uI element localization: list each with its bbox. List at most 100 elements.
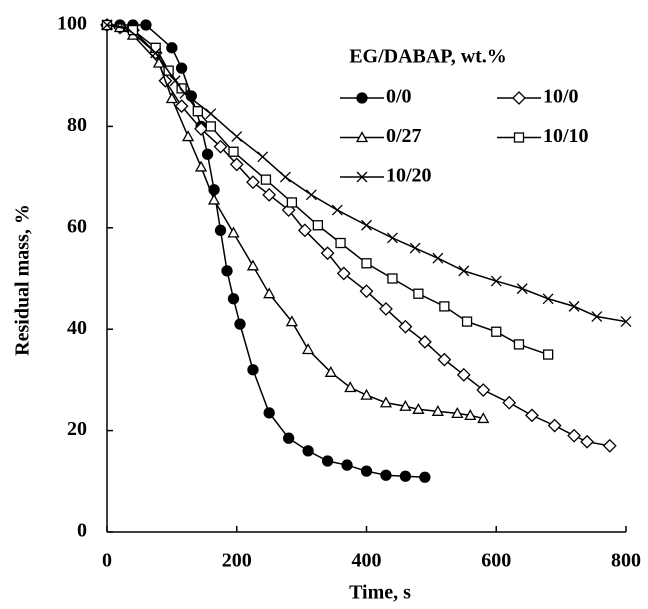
y-tick-label: 100	[57, 13, 87, 35]
x-tick-label: 0	[102, 550, 112, 572]
data-point	[386, 232, 398, 244]
data-point	[246, 259, 260, 271]
legend-marker	[356, 92, 368, 104]
data-point	[542, 293, 554, 305]
data-point	[165, 92, 178, 104]
data-point	[461, 316, 473, 327]
data-point	[341, 459, 353, 471]
data-point	[174, 99, 189, 114]
data-point	[490, 275, 502, 287]
data-point	[432, 252, 444, 264]
data-point	[286, 197, 298, 208]
data-point	[121, 22, 132, 33]
series-line	[106, 24, 627, 323]
legend-label: 10/10	[543, 125, 589, 147]
data-point	[192, 106, 203, 117]
y-axis-label: Residual mass, %	[12, 204, 34, 356]
data-point	[387, 273, 398, 284]
data-point	[379, 396, 393, 408]
x-tick-label: 600	[481, 550, 511, 572]
data-point	[257, 151, 269, 163]
data-point	[201, 148, 214, 160]
data-point	[360, 388, 373, 400]
series-line	[106, 24, 610, 447]
data-point	[380, 469, 392, 481]
data-point	[285, 315, 298, 327]
data-point	[476, 383, 491, 397]
y-tick-label: 60	[67, 215, 87, 237]
data-point	[464, 409, 477, 421]
legend-label: 10/0	[543, 86, 579, 108]
y-tick-label: 80	[67, 114, 87, 136]
data-point	[169, 75, 181, 87]
data-point	[320, 246, 335, 261]
data-point	[231, 131, 243, 142]
x-tick-label: 400	[352, 550, 382, 572]
data-point	[361, 258, 372, 269]
data-point	[417, 334, 432, 349]
data-point	[263, 407, 275, 419]
data-point	[344, 381, 357, 393]
data-point	[260, 174, 272, 185]
data-point	[321, 455, 334, 467]
data-point	[179, 87, 191, 99]
data-point	[263, 287, 276, 299]
data-point	[279, 171, 291, 183]
legend-label: 0/0	[386, 86, 412, 108]
data-point	[620, 316, 632, 328]
data-point	[451, 407, 464, 419]
legend-marker	[513, 132, 525, 143]
data-point	[437, 352, 452, 367]
data-point	[602, 438, 617, 453]
y-tick-label: 0	[77, 520, 87, 542]
data-point	[205, 121, 216, 132]
data-point	[302, 445, 314, 457]
data-point	[221, 265, 233, 277]
legend-label: 0/27	[386, 125, 422, 147]
data-point	[234, 318, 246, 330]
data-point	[335, 237, 346, 249]
data-point	[175, 62, 188, 74]
data-point	[214, 224, 227, 236]
data-point	[336, 266, 351, 281]
data-point	[194, 122, 208, 136]
data-point	[360, 465, 373, 477]
data-point	[207, 193, 221, 205]
data-point	[591, 311, 603, 322]
data-point	[516, 283, 528, 295]
legend-marker	[355, 131, 369, 143]
y-tick-label: 40	[67, 317, 87, 339]
data-point	[205, 108, 217, 120]
data-point	[379, 302, 393, 316]
data-point	[359, 284, 374, 299]
data-point	[228, 146, 239, 157]
x-axis-label: Time, s	[349, 582, 411, 604]
data-point	[513, 339, 525, 350]
legend-title: EG/DABAP, wt.%	[349, 46, 507, 68]
data-point	[543, 349, 554, 360]
data-point	[101, 19, 113, 31]
data-point	[227, 293, 240, 305]
data-point	[456, 367, 471, 382]
data-point	[477, 412, 490, 424]
data-point	[140, 19, 152, 31]
data-point	[567, 428, 582, 443]
data-point	[262, 187, 277, 202]
data-point	[305, 189, 317, 201]
data-point	[547, 418, 562, 433]
data-point	[247, 364, 259, 376]
data-point	[361, 219, 372, 231]
data-point	[412, 402, 425, 414]
data-point	[413, 288, 424, 299]
data-point	[502, 395, 517, 410]
data-point	[181, 130, 195, 142]
legend-label: 10/20	[386, 165, 432, 187]
data-point	[166, 42, 178, 54]
data-point	[399, 470, 412, 482]
data-point	[458, 265, 470, 277]
data-point	[229, 157, 244, 172]
data-point	[150, 47, 162, 59]
data-point	[227, 226, 240, 238]
data-point	[324, 365, 337, 377]
data-point	[491, 326, 502, 337]
